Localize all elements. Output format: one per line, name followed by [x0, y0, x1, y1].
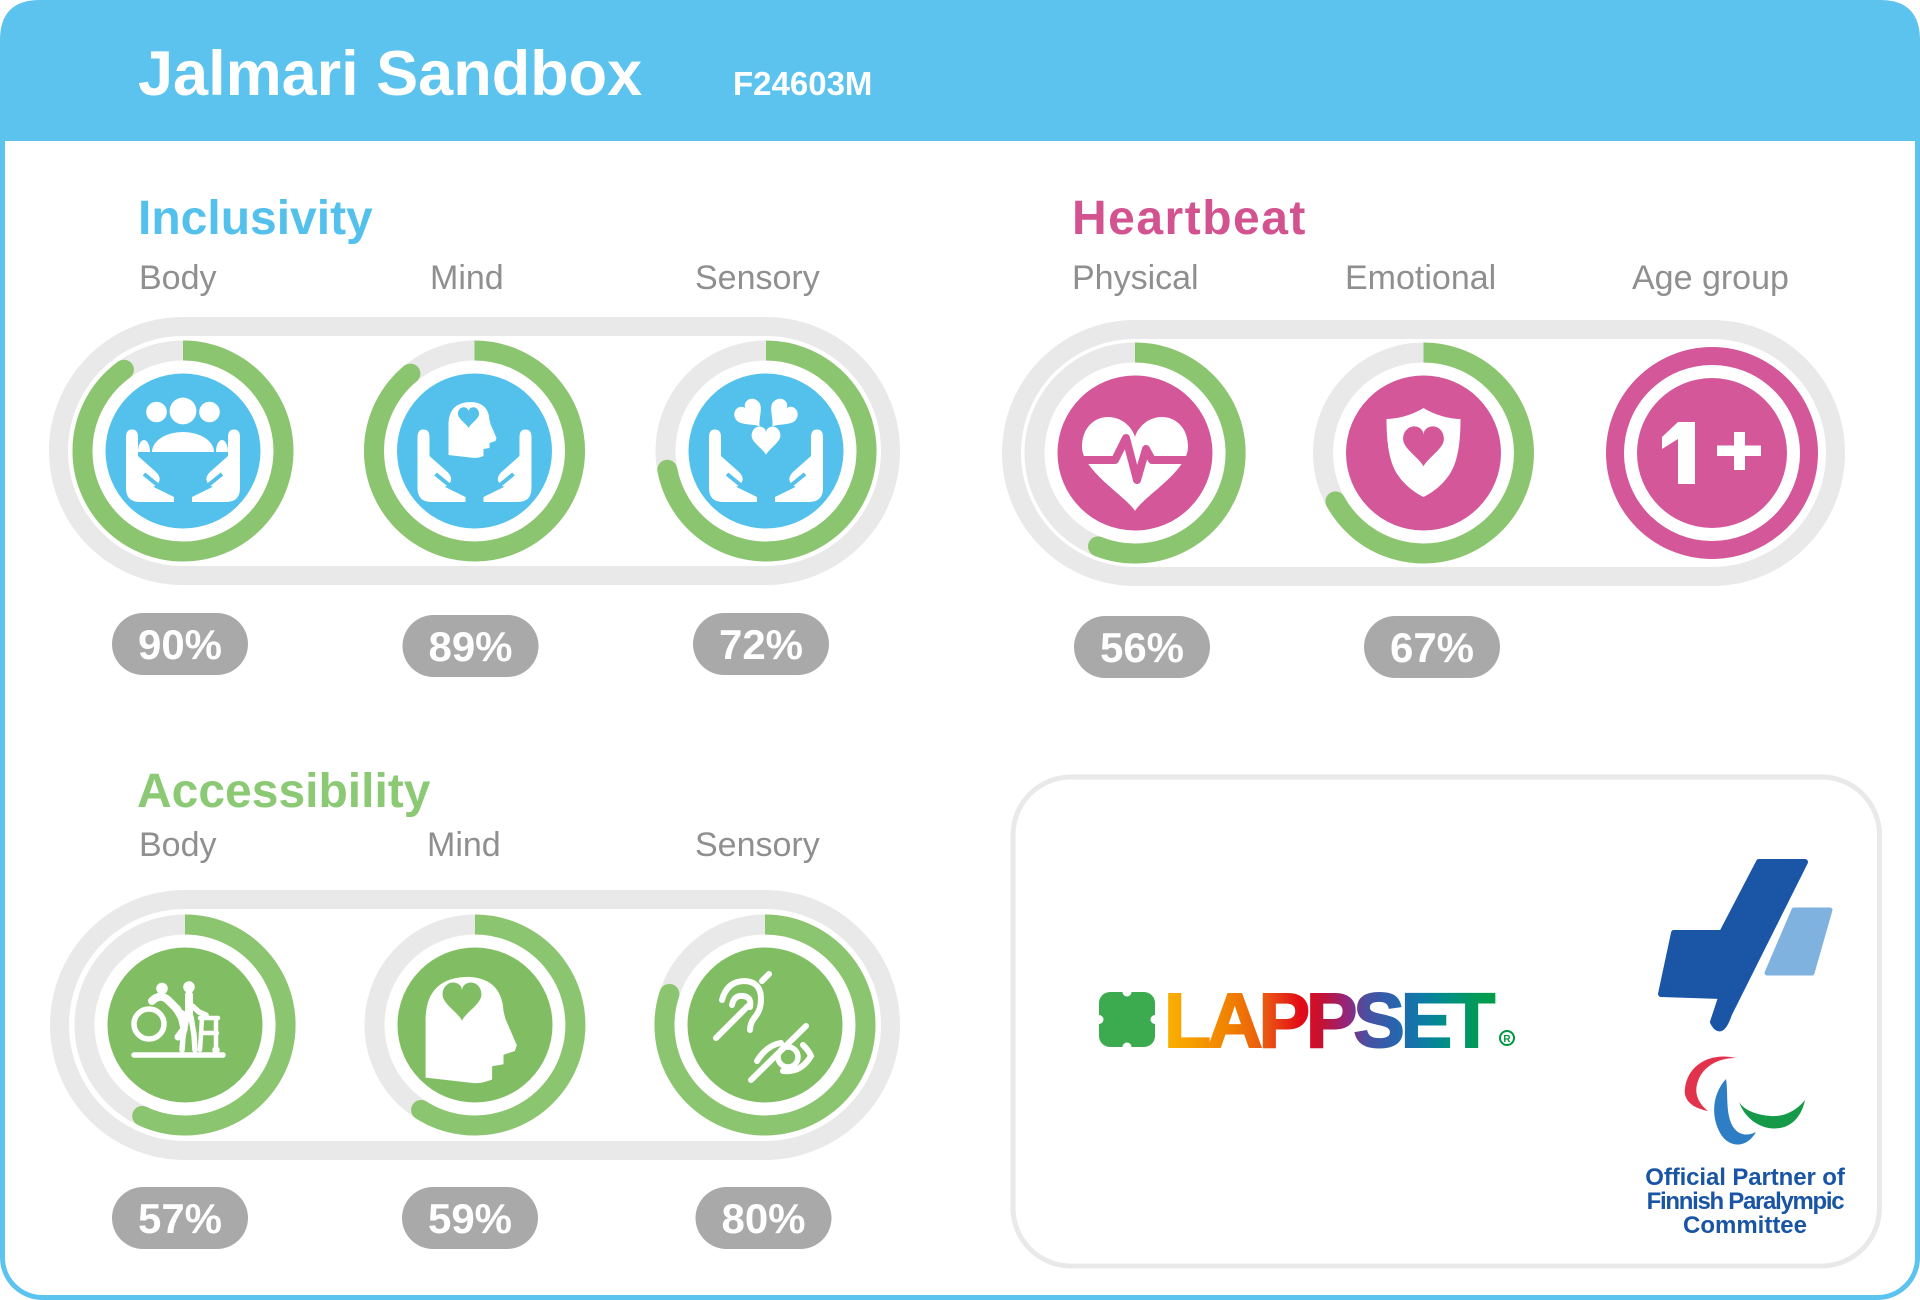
svg-text:Heartbeat: Heartbeat	[1072, 192, 1307, 245]
svg-text:59%: 59%	[428, 1195, 512, 1242]
svg-text:57%: 57%	[138, 1195, 222, 1242]
svg-text:67%: 67%	[1390, 624, 1474, 671]
svg-text:LAPPSET: LAPPSET	[1164, 978, 1495, 1064]
svg-text:Mind: Mind	[427, 826, 501, 864]
svg-text:80%: 80%	[721, 1195, 805, 1242]
svg-text:72%: 72%	[719, 621, 803, 668]
svg-text:Inclusivity: Inclusivity	[138, 192, 373, 245]
svg-text:Accessibility: Accessibility	[137, 765, 431, 818]
svg-text:56%: 56%	[1100, 624, 1184, 671]
svg-text:Official Partner of: Official Partner of	[1645, 1164, 1846, 1191]
svg-text:Mind: Mind	[430, 259, 504, 297]
svg-text:Emotional: Emotional	[1345, 259, 1496, 297]
svg-text:Committee: Committee	[1683, 1212, 1807, 1239]
svg-text:Finnish Paralympic: Finnish Paralympic	[1647, 1188, 1845, 1215]
svg-text:Jalmari Sandbox: Jalmari Sandbox	[138, 39, 642, 109]
svg-text:Body: Body	[139, 826, 217, 864]
svg-text:F24603M: F24603M	[733, 65, 872, 102]
svg-text:R: R	[1503, 1034, 1511, 1045]
svg-text:Physical: Physical	[1072, 259, 1199, 297]
svg-text:Body: Body	[139, 259, 217, 297]
svg-text:90%: 90%	[138, 621, 222, 668]
svg-text:Sensory: Sensory	[695, 259, 820, 297]
svg-text:Sensory: Sensory	[695, 826, 820, 864]
svg-text:Age group: Age group	[1632, 259, 1789, 297]
svg-text:89%: 89%	[428, 623, 512, 670]
